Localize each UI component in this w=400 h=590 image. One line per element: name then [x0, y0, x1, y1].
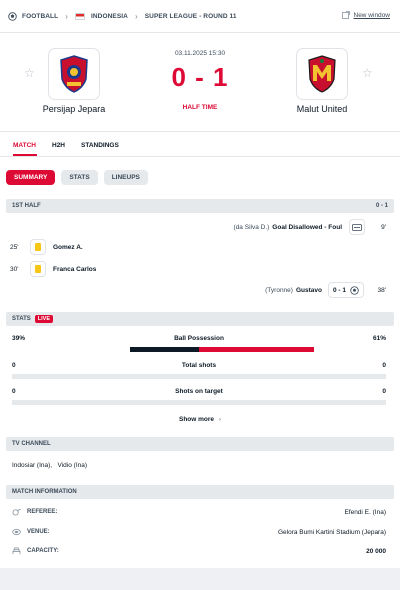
match-info-title: MATCH INFORMATION	[12, 489, 77, 495]
event-minute: 38'	[377, 286, 386, 294]
breadcrumb-country[interactable]: INDONESIA	[90, 12, 128, 20]
match-info-header: MATCH INFORMATION	[6, 485, 394, 499]
breadcrumb: FOOTBALL › INDONESIA › SUPER LEAGUE - RO…	[8, 8, 237, 24]
info-label: CAPACITY:	[27, 548, 59, 554]
match-tabs: MATCH H2H STANDINGS	[13, 142, 119, 149]
tab-standings[interactable]: STANDINGS	[81, 142, 119, 149]
indonesia-flag-icon	[74, 12, 85, 20]
stats-header: STATS LIVE	[6, 312, 394, 326]
favorite-star-icon[interactable]: ☆	[362, 66, 373, 80]
match-date: 03.11.2025 15:30	[174, 50, 226, 57]
stat-label: Total shots	[181, 362, 217, 369]
home-team-name[interactable]: Persijap Jepara	[42, 104, 106, 114]
match-card: FOOTBALL › INDONESIA › SUPER LEAGUE - RO…	[0, 0, 400, 568]
info-value: 20 000	[366, 547, 386, 555]
match-score: 0 - 1	[171, 62, 229, 92]
persijap-crest-icon	[60, 55, 88, 93]
external-window-icon	[341, 11, 350, 19]
event-score: 0 - 1	[332, 286, 346, 294]
stat-row: 0 Shots on target 0	[12, 388, 386, 395]
event-assist: (da Silva D.)	[233, 223, 270, 231]
whistle-icon	[12, 508, 21, 516]
stat-bar	[12, 400, 386, 405]
event-player[interactable]: Gustavo	[295, 286, 322, 294]
divider	[0, 131, 400, 132]
info-row-venue: VENUE: Gelora Bumi Kartini Stadium (Jepa…	[12, 525, 386, 539]
tv-channel-header: TV CHANNEL	[6, 437, 394, 451]
new-window-label: New window	[353, 11, 391, 19]
tv-channels[interactable]: Indosiar (Ina), Vidio (Ina)	[12, 462, 88, 469]
stadium-icon	[12, 528, 21, 536]
event-minute: 25'	[10, 243, 19, 251]
var-icon	[349, 219, 365, 235]
goal-ball-icon	[350, 285, 359, 295]
stats-title: STATS	[12, 316, 31, 322]
live-badge: LIVE	[34, 315, 54, 323]
event-minute: 9'	[381, 223, 386, 231]
event-player: Goal Disallowed - Foul	[272, 223, 342, 231]
info-label: REFEREE:	[27, 509, 58, 515]
divider	[0, 32, 400, 33]
chevron-right-icon: ›	[65, 11, 68, 21]
stat-row: 0 Total shots 0	[12, 362, 386, 369]
capacity-icon	[12, 547, 21, 555]
stat-home-value: 39%	[12, 335, 26, 342]
chevron-right-icon: ›	[218, 416, 222, 423]
stat-away-value: 0	[382, 388, 386, 395]
event-player[interactable]: Franca Carlos	[53, 265, 97, 273]
away-team-logo[interactable]	[296, 48, 348, 100]
divider	[0, 156, 400, 157]
tab-h2h[interactable]: H2H	[52, 142, 66, 149]
favorite-star-icon[interactable]: ☆	[24, 66, 35, 80]
tab-match[interactable]: MATCH	[13, 142, 36, 149]
possession-bar	[12, 347, 386, 352]
first-half-score: 0 - 1	[375, 203, 388, 209]
subtab-stats[interactable]: STATS	[61, 170, 98, 185]
stat-row: 39% Ball Possession 61%	[12, 335, 386, 342]
stat-bar	[12, 374, 386, 379]
show-more-label: Show more	[178, 416, 215, 423]
chevron-right-icon: ›	[134, 11, 138, 21]
match-status: HALF TIME	[182, 104, 218, 111]
event-row: (da Silva D.) Goal Disallowed - Foul 9'	[10, 219, 386, 235]
home-team-logo[interactable]	[48, 48, 100, 100]
away-team-name[interactable]: Malut United	[296, 104, 348, 114]
first-half-title: 1ST HALF	[12, 203, 41, 209]
new-window-link[interactable]: New window	[341, 11, 391, 19]
first-half-header: 1ST HALF 0 - 1	[6, 199, 394, 213]
breadcrumb-league[interactable]: SUPER LEAGUE - ROUND 11	[144, 12, 237, 20]
stat-label: Ball Possession	[174, 335, 224, 342]
tv-channel-title: TV CHANNEL	[12, 441, 51, 447]
info-label: VENUE:	[27, 529, 50, 535]
event-score-chip: 0 - 1	[327, 282, 364, 298]
info-value: Efendi E. (Ina)	[344, 508, 386, 516]
event-assist: (Tyronne)	[265, 286, 293, 294]
stat-home-value: 0	[12, 362, 16, 369]
event-minute: 30'	[10, 265, 19, 273]
info-value: Gelora Bumi Kartini Stadium (Jepara)	[277, 528, 386, 536]
event-row: 30' Franca Carlos	[10, 261, 386, 277]
show-more-button[interactable]: Show more ›	[150, 416, 250, 423]
stat-away-value: 0	[382, 362, 386, 369]
event-row: (Tyronne) Gustavo 0 - 1 38'	[10, 282, 386, 298]
event-row: 25' Gomez A.	[10, 239, 386, 255]
yellow-card-icon	[30, 261, 46, 277]
subtab-lineups[interactable]: LINEUPS	[103, 170, 148, 185]
info-row-referee: REFEREE: Efendi E. (Ina)	[12, 505, 386, 519]
subtab-summary[interactable]: SUMMARY	[6, 170, 56, 185]
stat-label: Shots on target	[175, 388, 223, 395]
event-player[interactable]: Gomez A.	[53, 243, 83, 251]
summary-subtabs: SUMMARY STATS LINEUPS	[6, 170, 148, 185]
active-tab-indicator	[13, 154, 37, 156]
possession-bar-home	[130, 347, 199, 352]
malut-crest-icon	[308, 55, 336, 93]
football-icon	[8, 11, 17, 21]
breadcrumb-sport[interactable]: FOOTBALL	[22, 12, 59, 20]
stat-home-value: 0	[12, 388, 16, 395]
info-row-capacity: CAPACITY: 20 000	[12, 544, 386, 558]
yellow-card-icon	[30, 239, 46, 255]
possession-bar-away	[199, 347, 314, 352]
stat-away-value: 61%	[372, 335, 386, 342]
